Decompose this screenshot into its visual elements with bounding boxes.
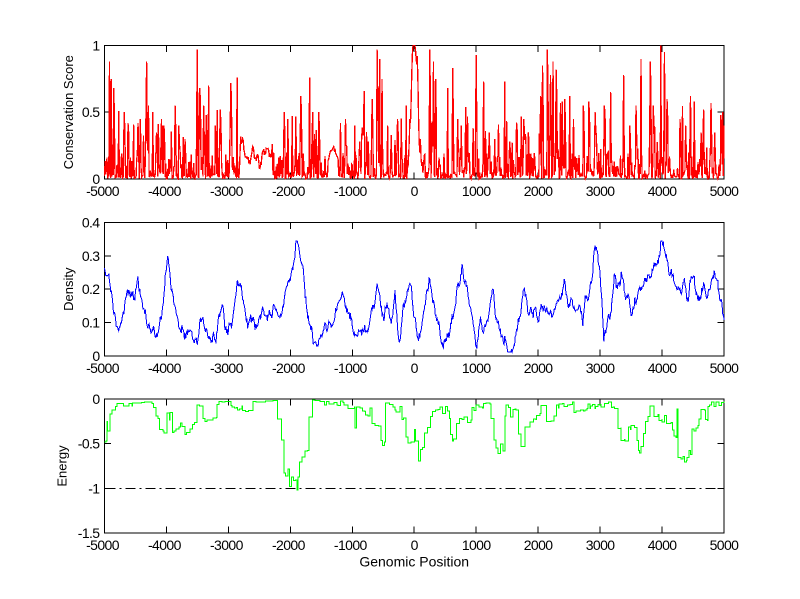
svg-text:0.1: 0.1: [82, 315, 100, 331]
svg-text:1000: 1000: [462, 183, 492, 199]
svg-text:-2000: -2000: [272, 360, 306, 376]
svg-text:-1.5: -1.5: [78, 525, 101, 541]
svg-text:0: 0: [411, 183, 419, 199]
svg-text:3000: 3000: [586, 183, 616, 199]
svg-text:-4000: -4000: [148, 183, 182, 199]
svg-text:-3000: -3000: [210, 183, 244, 199]
svg-text:4000: 4000: [648, 537, 678, 553]
svg-text:-1000: -1000: [334, 183, 368, 199]
svg-text:1000: 1000: [462, 360, 492, 376]
svg-text:-1000: -1000: [334, 360, 368, 376]
svg-text:-3000: -3000: [210, 537, 244, 553]
svg-text:Genomic Position: Genomic Position: [359, 554, 469, 570]
svg-text:-2000: -2000: [272, 183, 306, 199]
svg-text:-4000: -4000: [148, 360, 182, 376]
svg-text:0: 0: [92, 391, 100, 407]
svg-text:3000: 3000: [586, 537, 616, 553]
svg-text:4000: 4000: [648, 360, 678, 376]
svg-text:2000: 2000: [524, 183, 554, 199]
svg-text:2000: 2000: [524, 537, 554, 553]
svg-text:0: 0: [92, 171, 100, 187]
svg-text:4000: 4000: [648, 183, 678, 199]
svg-text:-1: -1: [88, 480, 100, 496]
svg-text:5000: 5000: [710, 537, 740, 553]
svg-text:0.5: 0.5: [82, 104, 100, 120]
svg-text:1: 1: [92, 38, 100, 54]
svg-text:-5000: -5000: [86, 183, 120, 199]
svg-text:-1000: -1000: [334, 537, 368, 553]
svg-text:1000: 1000: [462, 537, 492, 553]
svg-text:Density: Density: [61, 267, 76, 311]
svg-text:5000: 5000: [710, 360, 740, 376]
svg-text:0.4: 0.4: [82, 215, 100, 231]
svg-text:2000: 2000: [524, 360, 554, 376]
svg-text:0.3: 0.3: [82, 248, 100, 264]
svg-text:5000: 5000: [710, 183, 740, 199]
svg-text:-5000: -5000: [86, 360, 120, 376]
svg-text:Energy: Energy: [55, 445, 70, 487]
svg-text:-5000: -5000: [86, 537, 120, 553]
svg-text:0: 0: [411, 360, 419, 376]
svg-text:0: 0: [411, 537, 419, 553]
svg-text:-4000: -4000: [148, 537, 182, 553]
svg-text:-3000: -3000: [210, 360, 244, 376]
svg-text:0: 0: [92, 348, 100, 364]
svg-text:Conservation Score: Conservation Score: [61, 55, 76, 169]
svg-text:-0.5: -0.5: [78, 436, 101, 452]
svg-text:-2000: -2000: [272, 537, 306, 553]
svg-text:3000: 3000: [586, 360, 616, 376]
svg-text:0.2: 0.2: [82, 281, 100, 297]
